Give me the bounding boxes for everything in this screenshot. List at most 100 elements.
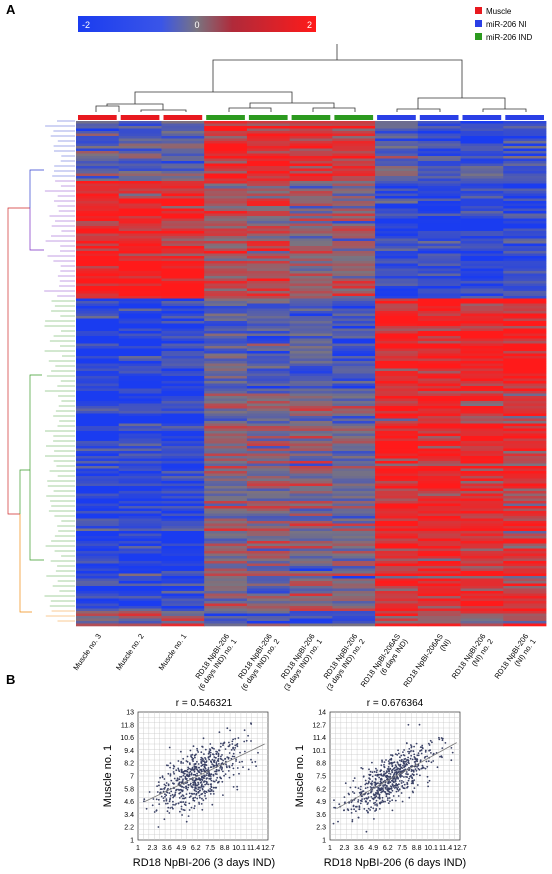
heatmap-cell [204,396,248,399]
heatmap-cell [246,366,291,369]
heatmap-cell [76,191,120,194]
scatter-point [208,758,211,761]
scatter-point [185,793,188,795]
heatmap-cell [204,481,248,484]
heatmap-cell [375,196,419,199]
scatter-point [210,779,213,782]
heatmap-cell [375,316,419,319]
scatter-point [419,774,421,777]
scatter-point [247,734,250,737]
heatmap-cell [460,621,504,624]
scatter-point [194,781,197,784]
heatmap-cell [246,131,291,134]
heatmap-cell [204,303,248,307]
scatter-point [203,765,206,768]
heatmap-cell [118,601,162,604]
heatmap-cell [460,316,504,319]
heatmap-cell [204,488,248,492]
scatter-point [428,744,431,746]
heatmap-cell [76,288,120,292]
scatter-point [183,809,186,812]
scatter-point [417,752,420,754]
heatmap-cell [204,478,248,482]
scatter-point [405,773,407,775]
heatmap-cell [76,341,120,344]
heatmap-cell [375,331,419,334]
scatter-point [178,792,181,795]
heatmap-cell [375,266,419,269]
heatmap-cell [118,178,162,182]
heatmap-cell [417,251,461,254]
heatmap-cell [246,618,291,622]
heatmap-cell [460,153,504,157]
heatmap-cell [246,508,291,512]
heatmap-cell [246,393,291,397]
heatmap-cell [204,261,248,264]
heatmap-cell [289,306,333,309]
scatter-point [165,802,167,805]
scatter-point [192,797,195,800]
heatmap-cell [204,206,248,209]
scatter-point [182,778,184,781]
heatmap-cell [161,183,205,187]
heatmap-cell [246,203,291,207]
x-tick-label: 4.9 [176,845,186,852]
heatmap-cell [460,558,504,562]
scatter-point [395,765,398,768]
heatmap-cell [460,196,504,199]
heatmap-cell [76,428,120,432]
heatmap-cell [246,296,291,299]
heatmap-cell [503,226,547,229]
heatmap-cell [118,408,162,412]
heatmap-cell [460,453,504,457]
heatmap-cell [503,278,547,282]
heatmap-cell [204,246,248,249]
scatter-point [390,762,392,764]
heatmap-cell [118,148,162,152]
scatter-point [180,808,183,810]
heatmap-cell [246,576,291,579]
heatmap-cell [332,338,376,342]
heatmap-cell [118,318,162,322]
heatmap-cell [460,408,504,412]
heatmap-cell [161,421,205,424]
heatmap-cell [460,221,504,224]
heatmap-cell [246,421,291,424]
heatmap-cell [503,381,547,384]
heatmap-cell [76,228,120,232]
scatter-point [380,801,382,804]
heatmap-cell [503,231,547,234]
scatter-point [191,793,194,795]
heatmap-cell [375,293,419,297]
heatmap-cell [118,446,162,449]
scatter-point [169,762,172,764]
scatter-point [403,783,406,786]
heatmap-cell [289,603,333,607]
heatmap-cell [76,211,120,214]
heatmap-cell [118,386,162,389]
heatmap-cell [460,441,504,444]
heatmap-cell [332,451,376,454]
heatmap-cell [161,393,205,397]
heatmap-cell [460,296,504,299]
heatmap-cell [460,538,504,542]
scatter-point [374,804,376,806]
heatmap-cell [375,406,419,409]
scatter-point [381,759,383,762]
heatmap-cell [375,126,419,129]
heatmap-cell [503,238,547,242]
scatter-point [215,770,218,773]
heatmap-cell [460,551,504,554]
heatmap-cell [289,613,333,617]
heatmap-cell [118,298,162,302]
heatmap-cell [460,616,504,619]
heatmap-cell [289,266,333,269]
heatmap-cell [417,526,461,529]
scatter-point [389,781,392,784]
heatmap-cell [332,533,376,537]
heatmap-cell [161,533,205,537]
heatmap-cell [76,401,120,404]
heatmap-cell [503,301,547,304]
scatter-point [194,779,197,782]
heatmap-cell [161,386,205,389]
